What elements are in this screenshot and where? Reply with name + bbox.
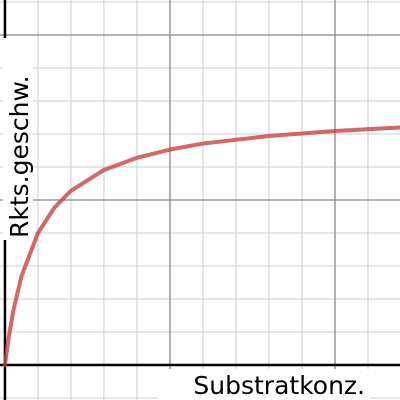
label-bg: [3, 38, 33, 240]
plot: [2, 125, 400, 368]
y-axis-label: Rkts.geschw.: [5, 75, 34, 238]
label-bg: [158, 369, 370, 400]
labels: Substratkonz. Rkts.geschw.: [3, 38, 370, 400]
curve: [2, 125, 400, 368]
x-axis-label: Substratkonz.: [193, 371, 365, 400]
